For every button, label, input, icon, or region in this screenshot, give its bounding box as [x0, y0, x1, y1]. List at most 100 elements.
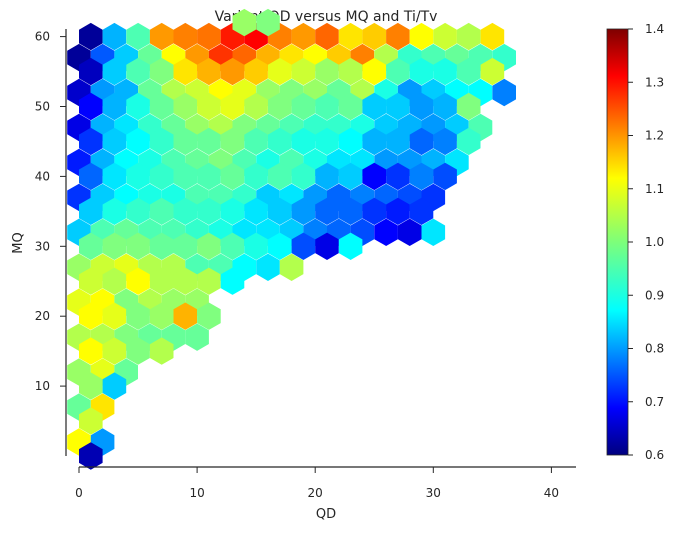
hexbin-cell — [291, 197, 316, 225]
y-tick-label: 40 — [35, 169, 50, 183]
hexbin-cell — [291, 162, 316, 191]
colorbar-tick-label: 1.3 — [645, 75, 664, 89]
hexbin-cell — [268, 232, 292, 260]
hexbin-cell — [197, 57, 221, 86]
hexbin-cell — [79, 197, 103, 225]
hexbin-cell — [315, 22, 339, 51]
y-tick-label: 50 — [35, 100, 50, 114]
hexbin-cell — [126, 92, 150, 121]
hexbin-cell — [197, 92, 221, 121]
hexbin-cell — [173, 127, 198, 156]
hexbin-cell — [338, 162, 363, 191]
hexbin-cell — [244, 162, 268, 191]
hexbin-cell — [456, 92, 481, 121]
hexbin-cell — [102, 92, 127, 121]
hexbin-cell — [338, 92, 363, 121]
x-tick-label: 0 — [75, 486, 83, 500]
hexbin-cell — [102, 232, 127, 260]
colorbar-tick-label: 0.7 — [645, 395, 664, 409]
hexbin-cell — [173, 162, 198, 191]
hexbin-cell — [386, 127, 410, 156]
hexbin-cell — [409, 22, 434, 51]
hexbin-cell — [409, 127, 434, 156]
hexbin-cell — [338, 22, 363, 51]
hexbin-cell — [291, 57, 316, 86]
hexbin-cell — [173, 92, 198, 121]
hexbin-cell — [386, 197, 410, 225]
hexbin-cell — [102, 197, 127, 225]
hexbin-cell — [409, 92, 434, 121]
hexbin-cell — [79, 302, 103, 330]
hexbin-cell — [126, 22, 150, 51]
colorbar-tick-label: 1.1 — [645, 182, 664, 196]
y-tick-label: 20 — [35, 309, 50, 323]
x-ticks: 0 10 20 30 40 — [75, 467, 559, 500]
hexbin-cell — [173, 302, 198, 330]
hexbin-cell — [79, 337, 103, 365]
hexbin-cell — [433, 127, 457, 156]
y-tick-label: 10 — [35, 379, 50, 393]
hexbin-cell — [456, 127, 481, 156]
hexbin-cell — [102, 127, 127, 156]
hexbin-cell — [315, 232, 339, 260]
colorbar-tick-label: 1.4 — [645, 22, 664, 36]
hexbin-cell — [268, 127, 292, 156]
hexbin-cell — [185, 323, 209, 351]
hexbin-cell — [102, 337, 127, 365]
hexbin-cell — [456, 22, 481, 51]
hexbin-cell — [102, 162, 127, 191]
hexbin-cell — [149, 302, 174, 330]
hexbin-cell — [315, 162, 339, 191]
hexbin-cell — [433, 92, 457, 121]
hexbin-cell — [79, 22, 103, 51]
hexbin-cell — [102, 372, 127, 400]
hexbin-cell — [220, 162, 245, 191]
hexbin-cell — [197, 127, 221, 156]
hexbin-cell — [79, 57, 103, 86]
colorbar-ticks: 0.6 0.7 0.8 0.9 1.0 1.1 1.2 1.3 1.4 — [628, 22, 664, 462]
hexbin-cell — [79, 127, 103, 156]
x-tick-label: 20 — [308, 486, 323, 500]
hexbin-cell — [79, 267, 103, 295]
hexbin-cell — [149, 57, 174, 86]
hexbin-cell — [409, 197, 434, 225]
hexbin-cell — [220, 57, 245, 86]
hexbin-cell — [291, 22, 316, 51]
hexbin-cell — [338, 57, 363, 86]
hexbin-cell — [197, 302, 221, 330]
hexbin-cell — [315, 127, 339, 156]
hexbin-cell — [433, 22, 457, 51]
colorbar-tick-label: 1.2 — [645, 129, 664, 143]
hexbin-cell — [220, 127, 245, 156]
hexbin-cell — [149, 267, 174, 295]
hexbin-cell — [79, 372, 103, 400]
hexbin-cell — [126, 337, 150, 365]
hexbin-cell — [291, 92, 316, 121]
hexbin-cell — [126, 57, 150, 86]
hexbin-cell — [492, 78, 516, 107]
hexbin-cell — [149, 162, 174, 191]
colorbar-tick-label: 1.0 — [645, 235, 664, 249]
hexbin-cell — [232, 8, 257, 37]
hexbin-cell — [256, 253, 280, 281]
hexbin-cell — [149, 197, 174, 225]
hexbin-cell — [362, 92, 387, 121]
hexbin-cell — [197, 162, 221, 191]
hexbin-cell — [126, 267, 150, 295]
hexbin-cell — [149, 337, 174, 365]
y-tick-label: 30 — [35, 239, 50, 253]
x-tick-label: 10 — [189, 486, 204, 500]
y-tick-label: 60 — [35, 30, 50, 44]
hexbin-cell — [338, 127, 363, 156]
hexbin-cell — [102, 57, 127, 86]
hexbin-cell — [79, 92, 103, 121]
hexbin-cell — [79, 442, 103, 470]
hexbin-cell — [268, 197, 292, 225]
hexbin-cell — [279, 253, 304, 281]
hexbin-cell — [338, 232, 363, 260]
hexbin-cell — [173, 267, 198, 295]
hexbin-cell — [244, 197, 268, 225]
hexbin-cell — [149, 232, 174, 260]
